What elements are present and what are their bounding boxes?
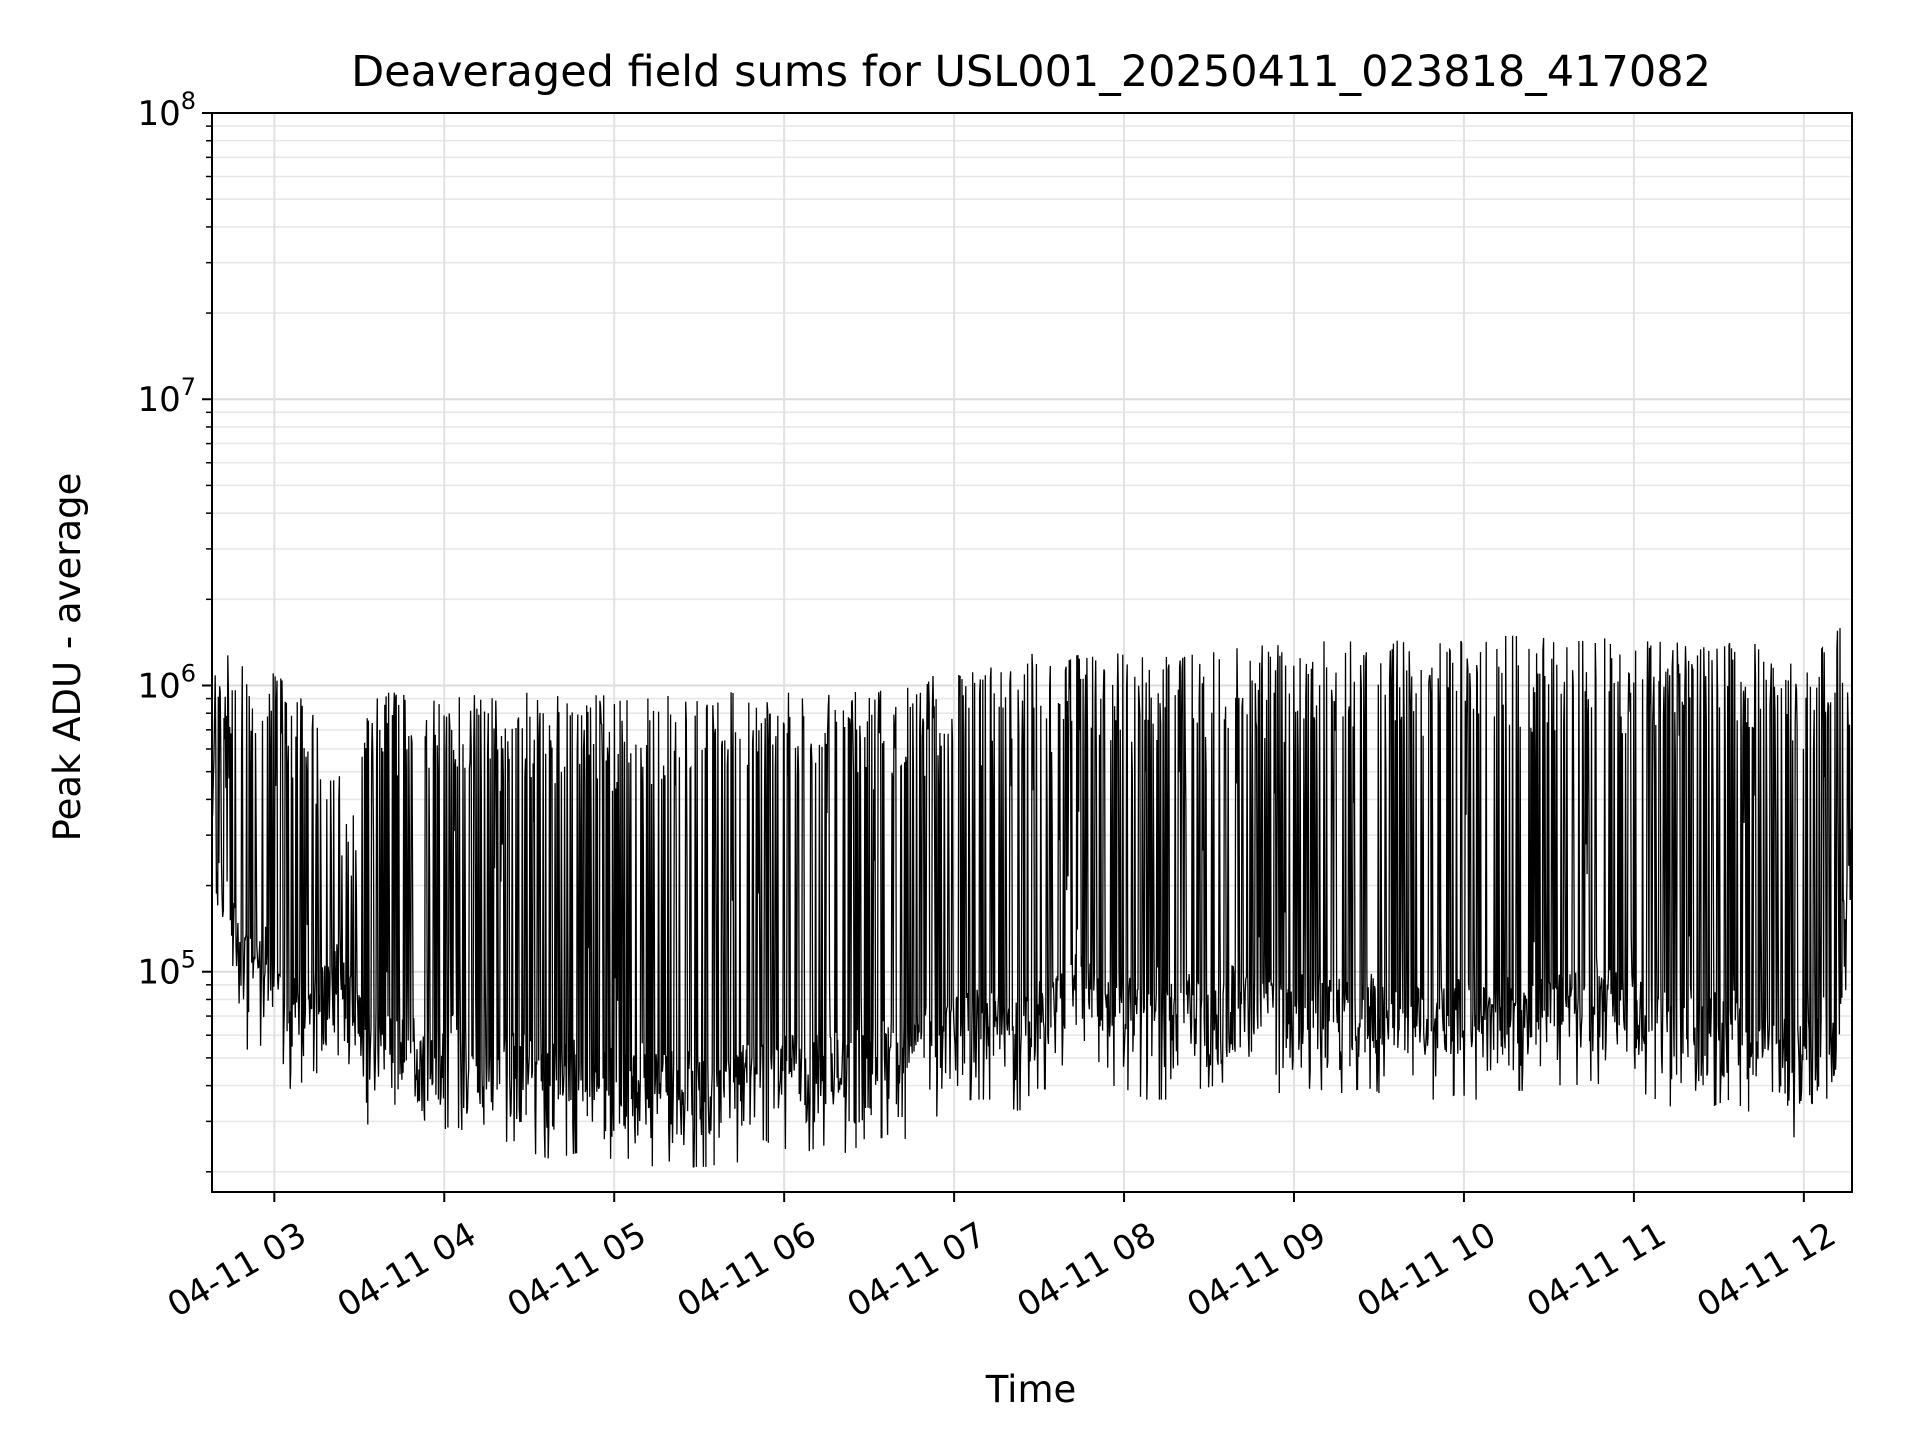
y-tick-label: 108 [137, 87, 196, 134]
series-layer [211, 628, 1853, 1168]
y-axis-label: Peak ADU - average [46, 473, 89, 842]
plot-frame [211, 112, 1853, 1193]
x-axis-label: Time [985, 1368, 1077, 1411]
series-line [211, 628, 1853, 1168]
y-axis-ticks: 105 106 107 108 [137, 87, 212, 1173]
chart-title: Deaveraged field sums for USL001_2025041… [351, 47, 1711, 97]
y-tick-label: 107 [137, 373, 196, 420]
y-tick-label: 105 [137, 946, 196, 993]
y-tick-label: 106 [137, 659, 196, 706]
